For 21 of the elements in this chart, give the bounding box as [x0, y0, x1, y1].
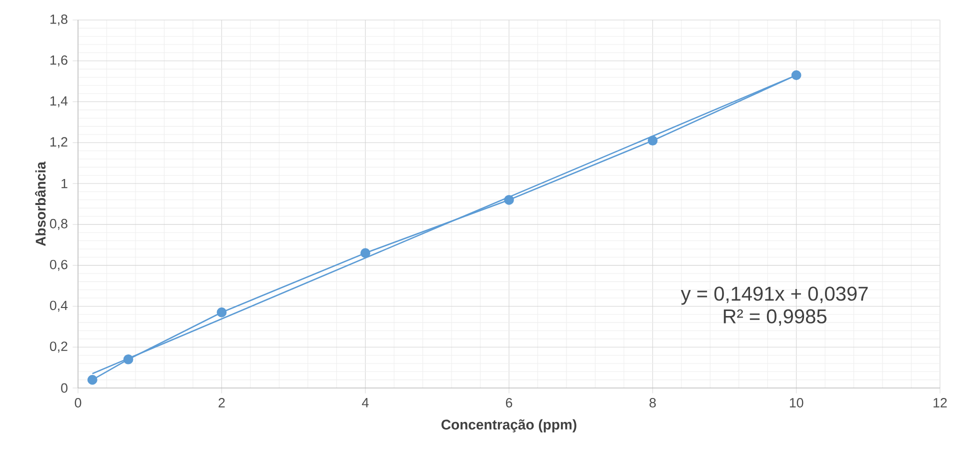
y-tick-label: 0,2: [50, 342, 68, 353]
x-tick-label: 4: [362, 398, 369, 408]
y-tick-label: 0,6: [50, 260, 68, 271]
x-axis-title: Concentração (ppm): [442, 419, 576, 432]
x-tick-label: 12: [934, 398, 947, 408]
x-tick-label: 10: [790, 398, 804, 408]
y-tick-label: 0: [61, 383, 68, 393]
y-tick-label: 0,4: [50, 300, 68, 312]
y-tick-label: 1,8: [50, 14, 68, 26]
y-axis-title: Absorbância: [35, 162, 46, 246]
annotation: R² = 0,9985: [724, 309, 826, 326]
y-tick-label: 1,6: [50, 55, 68, 66]
x-tick-label: 2: [218, 398, 225, 408]
x-tick-label: 8: [650, 398, 656, 408]
y-tick-label: 1,4: [50, 96, 68, 108]
annotation: y = 0,1491x + 0,0397: [680, 286, 868, 305]
y-tick-label: 1,2: [50, 137, 68, 148]
y-tick-label: 0,8: [50, 218, 68, 230]
x-tick-label: 6: [506, 398, 512, 408]
y-tick-label: 1: [62, 178, 68, 188]
x-tick-label: 0: [74, 398, 82, 408]
